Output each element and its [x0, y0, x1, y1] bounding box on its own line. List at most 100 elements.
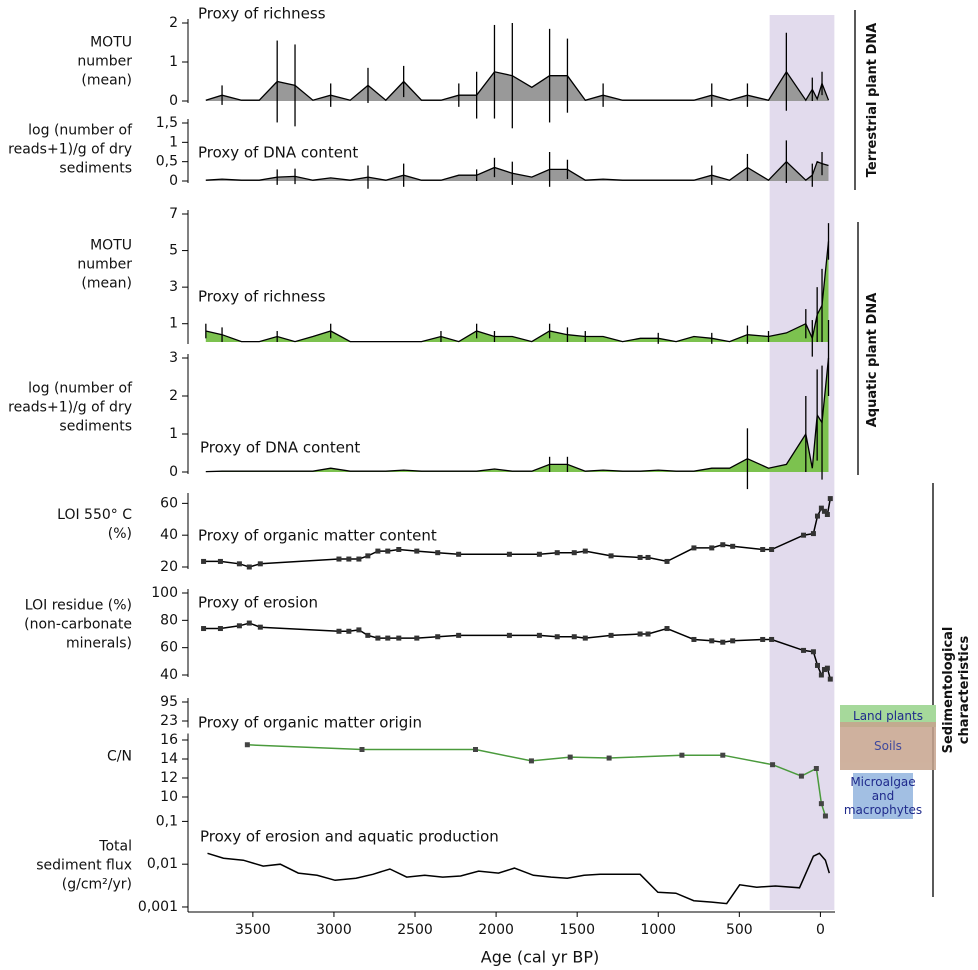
- marker: [730, 543, 736, 549]
- marker: [801, 532, 807, 538]
- marker: [365, 632, 371, 638]
- marker: [396, 547, 402, 552]
- marker: [356, 627, 362, 633]
- y-axis-label: log (number of reads+1)/g of dry sedimen…: [8, 122, 132, 177]
- marker: [506, 632, 512, 638]
- y-tick-label: 100: [151, 585, 178, 601]
- annotation: Proxy of erosion: [198, 594, 318, 612]
- marker: [664, 626, 670, 632]
- marker: [814, 662, 820, 668]
- zone-box: Microalgae and macrophytes: [843, 773, 923, 819]
- annotation: Proxy of organic matter content: [198, 527, 437, 545]
- marker: [336, 556, 342, 562]
- line: [205, 70, 830, 102]
- marker: [637, 631, 643, 637]
- x-tick-label: 0: [816, 922, 825, 938]
- y-tick-label: 2: [169, 15, 178, 31]
- y-tick-label: 60: [160, 640, 178, 656]
- marker: [246, 564, 252, 570]
- y-tick-label: 0,001: [138, 899, 178, 915]
- marker: [414, 635, 420, 641]
- annotation: Proxy of erosion and aquatic production: [200, 828, 499, 846]
- marker: [385, 548, 391, 554]
- marker: [554, 634, 560, 640]
- y-tick-label: 2: [169, 388, 178, 404]
- y-axis-label: MOTU number (mean): [77, 237, 132, 292]
- line: [247, 744, 827, 817]
- group-label: Sedimentological characteristics: [941, 626, 972, 754]
- marker: [571, 550, 577, 556]
- marker: [760, 636, 766, 642]
- marker: [821, 508, 827, 514]
- marker: [554, 550, 560, 556]
- marker: [582, 635, 588, 641]
- annotation: Proxy of organic matter origin: [198, 714, 422, 732]
- marker: [720, 639, 726, 645]
- x-axis-label: Age (cal yr BP): [481, 948, 599, 967]
- y-tick-label: 3: [169, 279, 178, 295]
- marker: [827, 676, 833, 682]
- y-tick-label: 1: [169, 426, 178, 442]
- marker: [810, 649, 816, 655]
- y-tick-label: 40: [160, 667, 178, 683]
- marker: [396, 635, 402, 641]
- marker: [818, 801, 824, 807]
- marker: [375, 635, 381, 641]
- x-tick-label: 2500: [397, 922, 433, 938]
- y-tick-label: 60: [160, 495, 178, 511]
- marker: [814, 513, 820, 519]
- marker: [606, 755, 612, 761]
- marker: [769, 636, 775, 642]
- annotation: Proxy of richness: [198, 5, 326, 23]
- line: [205, 357, 830, 473]
- y-tick-label: 10: [160, 789, 178, 805]
- annotation: Proxy of richness: [198, 288, 326, 306]
- zone-box: Land plants: [840, 705, 936, 727]
- y-axis-label: LOI residue (%) (non-carbonate minerals): [24, 597, 132, 652]
- line: [203, 622, 832, 680]
- y-tick-label: 0: [169, 93, 178, 109]
- y-tick-label: 3: [169, 350, 178, 366]
- y-axis-label: LOI 550° C (%): [57, 507, 132, 542]
- marker: [730, 638, 736, 644]
- y-tick-label: 5: [169, 243, 178, 259]
- y-tick-label: 1: [169, 54, 178, 70]
- marker: [760, 547, 766, 552]
- marker: [456, 551, 462, 557]
- marker: [709, 545, 715, 551]
- marker: [217, 558, 223, 564]
- marker: [346, 628, 352, 634]
- marker: [645, 554, 651, 560]
- marker: [801, 647, 807, 653]
- y-tick-label: 7: [169, 206, 178, 222]
- marker: [375, 548, 381, 554]
- marker: [217, 626, 223, 632]
- marker: [818, 672, 824, 678]
- marker: [824, 512, 830, 517]
- group-label: Aquatic plant DNA: [865, 292, 880, 428]
- marker: [770, 762, 776, 768]
- marker: [679, 752, 685, 758]
- zone-box: Soils: [840, 722, 936, 770]
- marker: [257, 624, 263, 630]
- y-tick-label: 16: [160, 732, 178, 748]
- x-tick-label: 1000: [640, 922, 676, 938]
- marker: [201, 558, 207, 564]
- y-axis-label: Total sediment flux (g/cm²/yr): [36, 838, 132, 893]
- marker: [336, 628, 342, 634]
- y-tick-label: 0,5: [156, 154, 178, 170]
- marker: [813, 766, 819, 771]
- marker: [822, 813, 828, 819]
- y-tick-label: 23: [160, 713, 178, 729]
- group-label: Terrestrial plant DNA: [865, 22, 880, 178]
- marker: [385, 635, 391, 641]
- marker: [645, 631, 651, 637]
- y-tick-label: 1: [169, 134, 178, 150]
- marker: [664, 558, 670, 564]
- marker: [582, 548, 588, 554]
- y-axis-label: MOTU number (mean): [77, 34, 132, 89]
- marker: [506, 551, 512, 557]
- marker: [236, 561, 242, 567]
